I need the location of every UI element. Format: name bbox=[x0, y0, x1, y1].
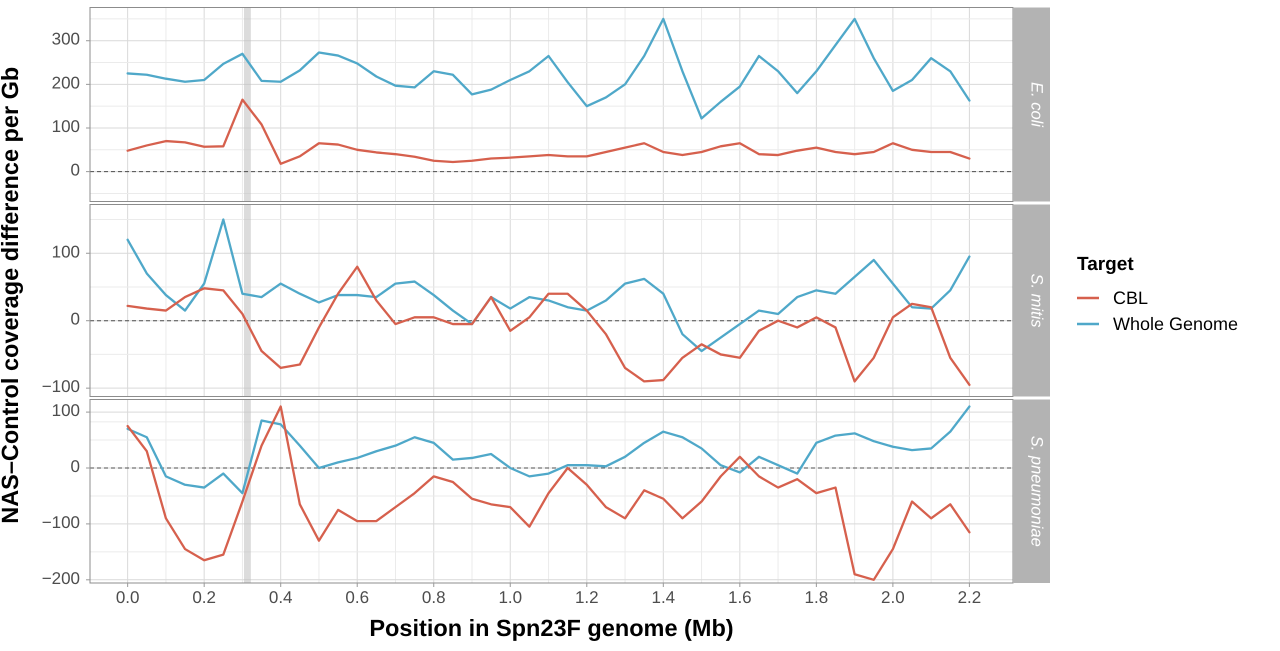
svg-text:1.8: 1.8 bbox=[805, 588, 829, 607]
svg-text:Target: Target bbox=[1077, 254, 1134, 275]
svg-text:E. coli: E. coli bbox=[1028, 82, 1046, 128]
svg-text:2.0: 2.0 bbox=[881, 588, 905, 607]
svg-text:300: 300 bbox=[52, 30, 80, 49]
svg-text:0.4: 0.4 bbox=[269, 588, 293, 607]
svg-text:NAS–Control coverage differenc: NAS–Control coverage difference per Gb bbox=[0, 67, 23, 524]
svg-text:100: 100 bbox=[52, 242, 80, 261]
svg-text:−100: −100 bbox=[42, 513, 80, 532]
svg-text:0: 0 bbox=[71, 310, 80, 329]
svg-text:1.2: 1.2 bbox=[575, 588, 599, 607]
svg-text:S. mitis: S. mitis bbox=[1028, 273, 1046, 327]
svg-text:S. pneumoniae: S. pneumoniae bbox=[1028, 436, 1046, 547]
svg-text:0.0: 0.0 bbox=[116, 588, 140, 607]
svg-text:200: 200 bbox=[52, 73, 80, 92]
svg-text:100: 100 bbox=[52, 117, 80, 136]
svg-text:Whole Genome: Whole Genome bbox=[1113, 314, 1238, 334]
svg-text:0: 0 bbox=[71, 457, 80, 476]
svg-text:0.2: 0.2 bbox=[192, 588, 216, 607]
svg-text:−200: −200 bbox=[42, 569, 80, 588]
svg-text:0.8: 0.8 bbox=[422, 588, 446, 607]
svg-text:100: 100 bbox=[52, 401, 80, 420]
svg-text:−100: −100 bbox=[42, 377, 80, 396]
svg-text:CBL: CBL bbox=[1113, 288, 1148, 308]
svg-text:1.4: 1.4 bbox=[651, 588, 675, 607]
svg-text:2.2: 2.2 bbox=[958, 588, 982, 607]
svg-text:Position in Spn23F genome (Mb): Position in Spn23F genome (Mb) bbox=[369, 615, 733, 641]
svg-text:1.0: 1.0 bbox=[498, 588, 522, 607]
svg-text:0: 0 bbox=[71, 161, 80, 180]
svg-text:1.6: 1.6 bbox=[728, 588, 752, 607]
svg-text:0.6: 0.6 bbox=[345, 588, 369, 607]
